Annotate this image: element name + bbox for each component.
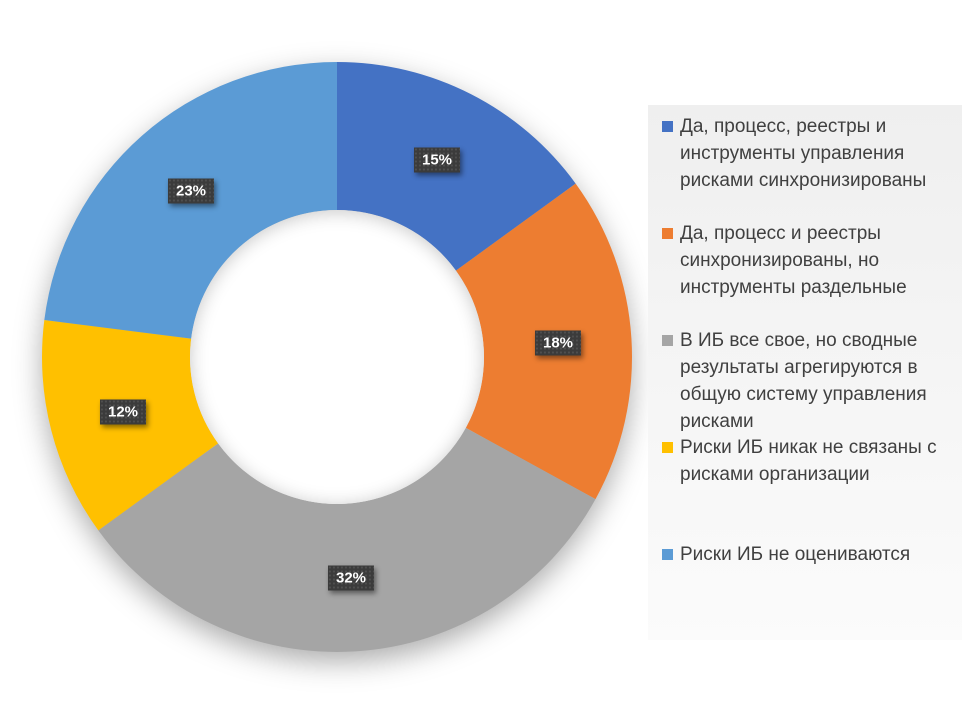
legend-marker-lightblue-icon bbox=[662, 549, 673, 560]
legend-item-3: Риски ИБ никак не связаны с рисками орга… bbox=[648, 426, 962, 533]
donut-hole bbox=[190, 210, 484, 504]
legend-marker-blue-icon bbox=[662, 121, 673, 132]
legend-label: Да, процесс и реестры синхронизированы, … bbox=[680, 223, 907, 298]
pie-slice-3 bbox=[42, 320, 219, 531]
data-label-slice-0: 15% bbox=[413, 147, 461, 173]
data-label-slice-4: 23% bbox=[167, 178, 215, 204]
legend-marker-orange-icon bbox=[662, 228, 673, 239]
legend-label: В ИБ все свое, но сводные результаты агр… bbox=[680, 330, 927, 432]
legend-item-0: Да, процесс, реестры и инструменты управ… bbox=[648, 105, 962, 212]
pie-slice-2 bbox=[98, 427, 596, 653]
legend-item-4: Риски ИБ не оцениваются bbox=[648, 533, 962, 640]
legend-item-2: В ИБ все свое, но сводные результаты агр… bbox=[648, 319, 962, 432]
legend-label: Риски ИБ не оцениваются bbox=[680, 544, 911, 565]
data-label-slice-1: 18% bbox=[534, 330, 582, 356]
legend-marker-yellow-icon bbox=[662, 442, 673, 453]
legend-marker-gray-icon bbox=[662, 335, 673, 346]
data-label-slice-3: 12% bbox=[99, 399, 147, 425]
chart-legend: Да, процесс, реестры и инструменты управ… bbox=[648, 105, 962, 640]
legend-label: Риски ИБ никак не связаны с рисками орга… bbox=[680, 437, 937, 485]
legend-item-1: Да, процесс и реестры синхронизированы, … bbox=[648, 212, 962, 319]
legend-label: Да, процесс, реестры и инструменты управ… bbox=[680, 116, 927, 191]
data-label-slice-2: 32% bbox=[327, 565, 375, 591]
